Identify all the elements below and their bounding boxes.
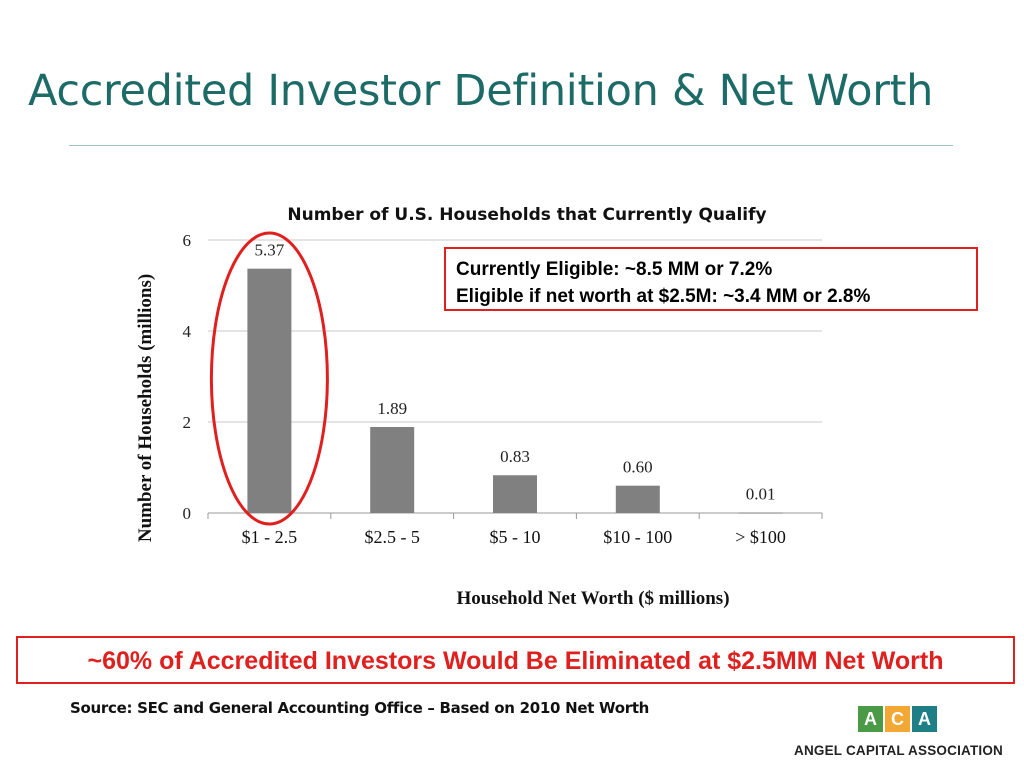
bar (247, 268, 292, 513)
bar-value-label: 1.89 (377, 399, 407, 418)
y-tick-label: 0 (183, 504, 192, 523)
x-tick-label: $10 - 100 (603, 527, 672, 547)
callout-current-eligible: Currently Eligible: ~8.5 MM or 7.2% (456, 259, 773, 280)
bar (615, 485, 660, 513)
y-tick-label: 2 (183, 413, 192, 432)
y-axis-title: Number of Households (millions) (135, 274, 156, 542)
bar-value-label: 5.37 (255, 241, 285, 260)
bar (738, 512, 783, 514)
title-divider (69, 145, 953, 146)
bar-value-label: 0.83 (500, 447, 530, 466)
callout-eligible-at-2-5m: Eligible if net worth at $2.5M: ~3.4 MM … (456, 286, 871, 307)
x-tick-label: $2.5 - 5 (364, 527, 420, 547)
source-note: Source: SEC and General Accounting Offic… (70, 699, 650, 717)
logo-tiles: A C A (858, 706, 937, 732)
y-tick-label: 4 (183, 322, 192, 341)
bar (493, 475, 537, 513)
y-tick-label: 6 (183, 231, 192, 250)
logo-tile-a2: A (912, 706, 937, 732)
elimination-banner: ~60% of Accredited Investors Would Be El… (16, 636, 1015, 684)
highlight-ellipse (209, 231, 329, 526)
bar (370, 427, 415, 513)
eligibility-callout: Currently Eligible: ~8.5 MM or 7.2% Elig… (444, 247, 978, 311)
x-axis-title: Household Net Worth ($ millions) (456, 588, 729, 609)
bar-chart: Number of U.S. Households that Currently… (135, 205, 823, 609)
slide-title: Accredited Investor Definition & Net Wor… (28, 66, 934, 116)
x-tick-label: > $100 (735, 527, 786, 547)
aca-logo: A C A ANGEL CAPITAL ASSOCIATION (794, 706, 1014, 762)
logo-name: ANGEL CAPITAL ASSOCIATION (794, 743, 1004, 758)
x-tick-label: $5 - 10 (490, 527, 541, 547)
logo-tile-a1: A (858, 706, 883, 732)
bar-value-label: 0.60 (623, 458, 653, 477)
bar-value-label: 0.01 (746, 485, 776, 504)
chart-title: Number of U.S. Households that Currently… (287, 205, 766, 225)
logo-tile-c: C (885, 706, 910, 732)
x-tick-label: $1 - 2.5 (242, 527, 298, 547)
